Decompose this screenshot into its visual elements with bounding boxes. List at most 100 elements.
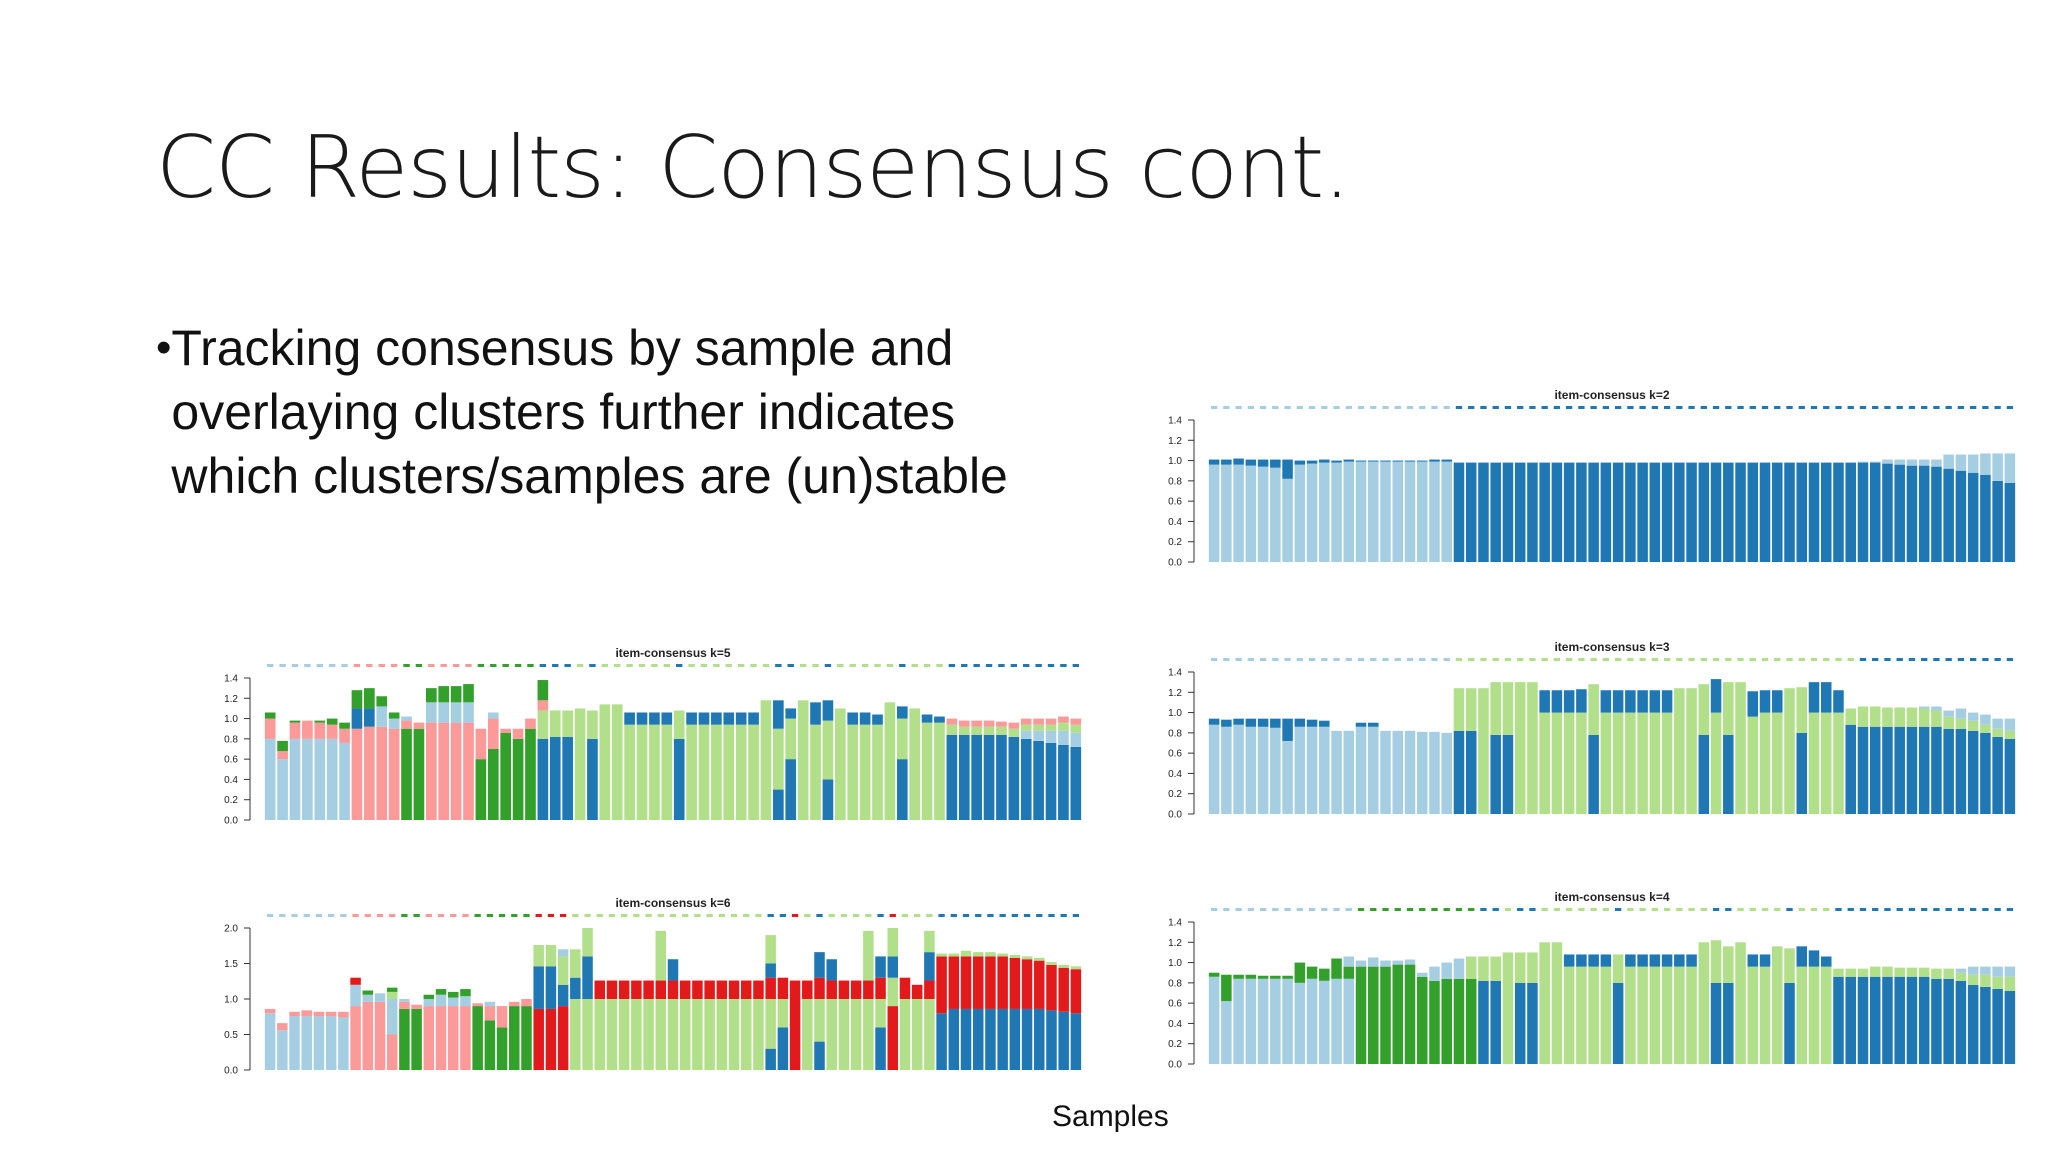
bar-segment bbox=[487, 712, 499, 719]
bar-segment bbox=[423, 999, 435, 1007]
sample-bar bbox=[1661, 462, 1673, 562]
bar-segment bbox=[1992, 736, 2003, 814]
cluster-marker bbox=[682, 914, 689, 917]
y-tick-label: 1.0 bbox=[224, 714, 238, 725]
bar-segment bbox=[500, 732, 512, 820]
sample-bar bbox=[1698, 942, 1710, 1064]
sample-bar bbox=[1380, 460, 1391, 562]
bar-segment bbox=[1955, 718, 1967, 729]
cluster-marker bbox=[328, 664, 336, 667]
bar-segment bbox=[1698, 462, 1710, 562]
sample-bar bbox=[822, 700, 834, 820]
bar-segment bbox=[1441, 732, 1452, 814]
cluster-marker bbox=[378, 664, 385, 667]
cluster-marker bbox=[1357, 406, 1365, 409]
bar-segment bbox=[1563, 690, 1575, 713]
bar-segment bbox=[1392, 960, 1404, 965]
bar-segment bbox=[1046, 964, 1057, 1011]
cluster-marker bbox=[901, 914, 909, 917]
bar-segment bbox=[711, 724, 722, 820]
bar-segment bbox=[1808, 712, 1820, 814]
y-tick-label: 0.0 bbox=[224, 1066, 238, 1077]
bar-segment bbox=[1020, 738, 1032, 820]
bar-segment bbox=[1465, 978, 1477, 1064]
sample-bar bbox=[996, 721, 1007, 820]
bar-segment bbox=[1070, 732, 1082, 747]
bar-segment bbox=[1600, 690, 1612, 713]
bar-segment bbox=[1343, 461, 1355, 562]
bar-segment bbox=[1282, 975, 1293, 979]
cluster-marker bbox=[1614, 658, 1622, 661]
bar-segment bbox=[753, 980, 764, 999]
bar-segment bbox=[924, 980, 935, 999]
bar-segment bbox=[777, 999, 789, 1028]
bar-segment bbox=[1034, 1008, 1045, 1070]
x-axis-label-samples: Samples bbox=[1052, 1100, 1169, 1133]
sample-bar bbox=[611, 704, 623, 820]
bar-segment bbox=[350, 1006, 361, 1070]
y-tick-label: 0.5 bbox=[224, 1030, 238, 1041]
cluster-marker bbox=[1553, 658, 1561, 661]
bar-segment bbox=[1698, 942, 1710, 1064]
bar-segment bbox=[1967, 966, 1979, 975]
cluster-marker bbox=[1982, 908, 1989, 911]
cluster-marker bbox=[450, 914, 457, 917]
sample-bar bbox=[475, 728, 487, 820]
chart-title: item-consensus k=4 bbox=[1554, 890, 1669, 904]
bar-segment bbox=[1710, 462, 1722, 562]
cluster-marker bbox=[1725, 658, 1732, 661]
bar-segment bbox=[545, 1008, 557, 1070]
bar-segment bbox=[1980, 453, 1991, 475]
cluster-marker bbox=[1590, 908, 1597, 911]
bar-segment bbox=[810, 702, 821, 725]
sample-bar bbox=[1551, 942, 1563, 1064]
bar-segment bbox=[960, 950, 972, 957]
cluster-marker bbox=[584, 914, 591, 917]
bar-segment bbox=[264, 712, 276, 719]
sample-bar bbox=[1404, 959, 1416, 1064]
bar-segment bbox=[1319, 462, 1330, 562]
bar-segment bbox=[2004, 966, 2016, 977]
bar-segment bbox=[1221, 1001, 1232, 1064]
bar-segment bbox=[777, 977, 789, 999]
bar-segment bbox=[1723, 734, 1734, 814]
bar-segment bbox=[587, 738, 598, 820]
bar-segment bbox=[1980, 732, 1991, 814]
bar-segment bbox=[1282, 978, 1293, 1064]
bar-segment bbox=[741, 999, 752, 1070]
chart-k5: item-consensus k=5 0.0 0.2 0.4 0.6 0.8 1.0 1.2 1… bbox=[224, 646, 1082, 827]
bar-segment bbox=[1637, 712, 1648, 814]
cluster-marker bbox=[750, 664, 757, 667]
bar-segment bbox=[1282, 740, 1293, 814]
sample-bar bbox=[1820, 956, 1832, 1064]
cluster-marker bbox=[651, 664, 658, 667]
sample-bar bbox=[887, 928, 899, 1070]
y-tick-label: 0.8 bbox=[224, 734, 238, 745]
sample-bar bbox=[789, 980, 801, 1070]
bar-segment bbox=[826, 959, 837, 981]
sample-bar bbox=[1600, 954, 1612, 1064]
cluster-marker bbox=[737, 664, 745, 667]
cluster-marker bbox=[1419, 908, 1426, 911]
sample-bar bbox=[1588, 462, 1599, 562]
cluster-marker bbox=[1651, 908, 1659, 911]
bar-segment bbox=[582, 928, 593, 957]
sample-bar bbox=[1257, 718, 1269, 814]
sample-bar bbox=[1392, 460, 1404, 562]
sample-bar bbox=[997, 953, 1008, 1070]
sample-bar bbox=[1612, 690, 1624, 814]
bar-segment bbox=[1845, 462, 1856, 562]
bar-segment bbox=[1894, 464, 1905, 562]
bar-segment bbox=[1931, 726, 1942, 814]
cluster-marker bbox=[440, 664, 447, 667]
sample-bar bbox=[735, 712, 747, 820]
y-tick-label: 1.4 bbox=[1168, 918, 1182, 929]
bar-segment bbox=[325, 1016, 337, 1070]
cluster-marker bbox=[1614, 908, 1622, 911]
bar-segment bbox=[1355, 726, 1367, 814]
bar-segment bbox=[1661, 712, 1673, 814]
bar-segment bbox=[1735, 462, 1746, 562]
bar-segment bbox=[1429, 966, 1440, 981]
bar-segment bbox=[655, 999, 667, 1070]
bar-segment bbox=[1992, 966, 2003, 977]
